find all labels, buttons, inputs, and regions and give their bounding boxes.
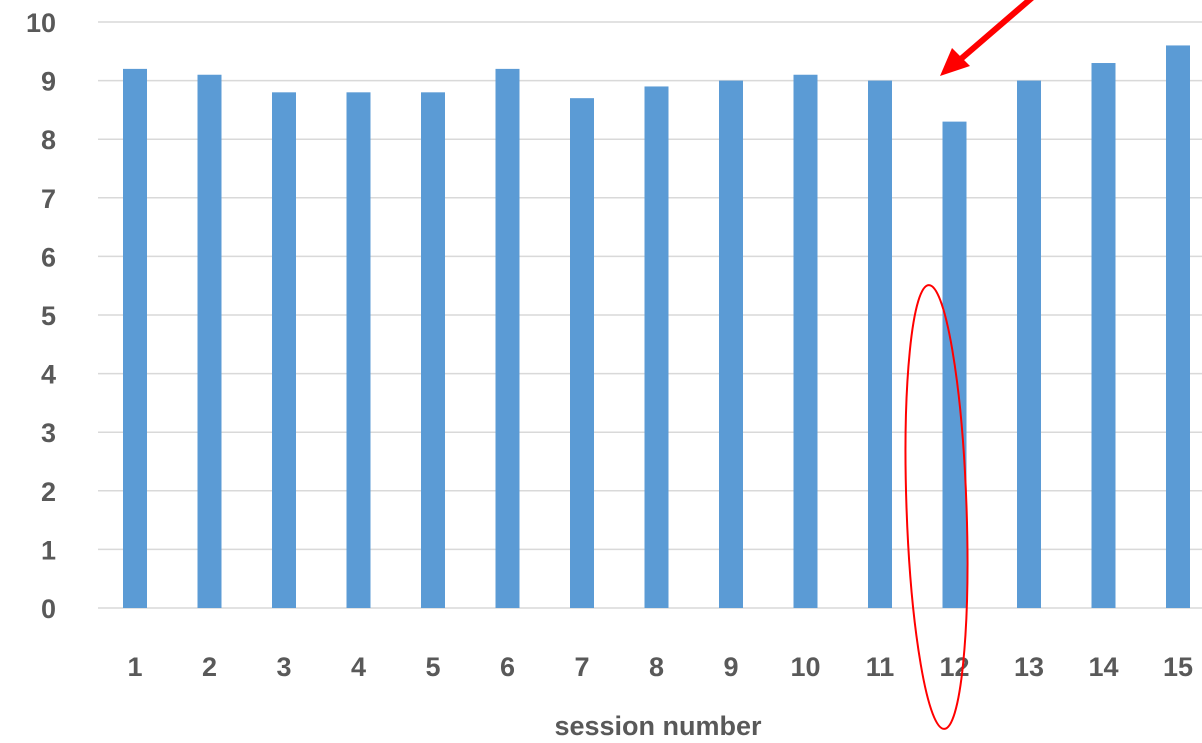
bar-3 <box>272 92 296 608</box>
arrow-shaft <box>959 0 1034 61</box>
y-tick-label: 5 <box>41 301 56 331</box>
x-tick-label: 4 <box>351 652 366 682</box>
x-tick-label: 8 <box>649 652 664 682</box>
bar-1 <box>123 68 147 608</box>
bar-9 <box>719 80 743 609</box>
x-tick-label: 9 <box>723 652 738 682</box>
y-tick-label: 2 <box>41 477 56 507</box>
x-tick-label: 3 <box>276 652 291 682</box>
y-tick-label: 0 <box>41 594 56 624</box>
bar-11 <box>868 80 892 609</box>
bar-8 <box>644 86 669 608</box>
bar-7 <box>570 98 594 609</box>
x-tick-label: 14 <box>1088 652 1118 682</box>
x-tick-label: 12 <box>939 652 969 682</box>
x-axis-title: session number <box>554 711 762 741</box>
x-tick-label: 5 <box>425 652 440 682</box>
x-tick-label: 2 <box>202 652 217 682</box>
x-tick-label: 15 <box>1163 652 1193 682</box>
bar-2 <box>197 74 222 609</box>
x-tick-label: 1 <box>127 652 142 682</box>
y-tick-label: 9 <box>41 67 56 97</box>
x-tick-label: 11 <box>866 652 895 682</box>
x-tick-label: 6 <box>500 652 515 682</box>
x-tick-label: 7 <box>574 652 589 682</box>
y-tick-label: 10 <box>26 8 56 38</box>
highlight-annotation <box>904 0 1034 730</box>
y-tick-label: 4 <box>41 360 56 390</box>
y-tick-label: 3 <box>41 418 56 448</box>
x-tick-label: 10 <box>790 652 820 682</box>
arrow-head <box>940 48 970 76</box>
y-tick-label: 1 <box>41 535 56 565</box>
bar-10 <box>793 74 818 609</box>
y-tick-label: 8 <box>41 125 56 155</box>
bar-15 <box>1166 45 1190 608</box>
y-tick-label: 6 <box>41 242 56 272</box>
bar-5 <box>421 92 445 608</box>
bar-6 <box>495 68 520 608</box>
x-axis-tick-labels: 1 2 3 4 5 6 7 8 9 10 11 12 13 14 15 <box>127 652 1193 682</box>
bar-14 <box>1091 63 1116 608</box>
bar-13 <box>1017 80 1041 609</box>
bar-4 <box>346 92 371 608</box>
highlight-ellipse <box>904 284 969 730</box>
x-tick-label: 13 <box>1014 652 1044 682</box>
bars <box>123 45 1190 609</box>
y-axis-tick-labels: 0 1 2 3 4 5 6 7 8 9 10 <box>26 8 56 624</box>
y-tick-label: 7 <box>41 184 56 214</box>
